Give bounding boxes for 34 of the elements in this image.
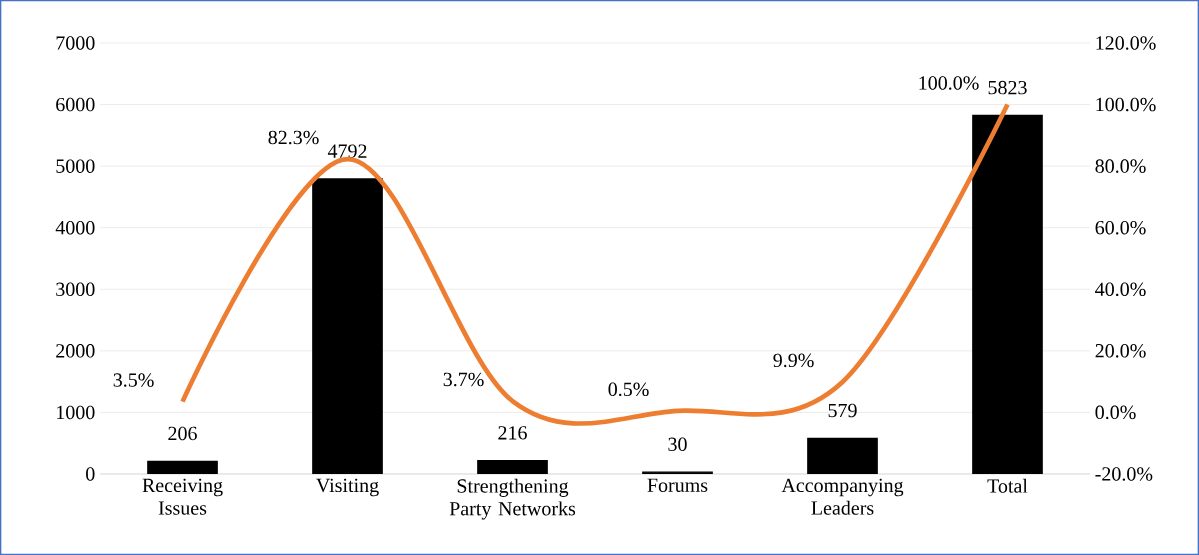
data-label: 5823: [988, 80, 1027, 95]
data-label: 9.9%: [773, 353, 814, 368]
data-label: 3.5%: [113, 373, 154, 387]
data-label: 30: [668, 437, 687, 452]
data-label: 4792: [327, 144, 367, 158]
data-label: 82.3%: [268, 130, 319, 145]
data-label: 216: [498, 426, 527, 440]
x-tick-label: Visiting: [316, 478, 379, 497]
x-tick-label: Receiving Issues: [142, 478, 223, 515]
y2-tick-label: 20.0%: [1095, 344, 1146, 358]
y2-tick-label: 60.0%: [1095, 220, 1146, 235]
y2-tick-label: -20.0%: [1095, 467, 1153, 481]
y2-tick-label: 100.0%: [1096, 97, 1156, 112]
x-tick-label: Forums: [647, 478, 708, 492]
x-tick-label: Accompanying Leaders: [781, 478, 904, 515]
data-label: 3.7%: [443, 372, 484, 387]
y2-tick-label: 40.0%: [1095, 282, 1146, 297]
y2-tick-label: 80.0%: [1095, 159, 1146, 173]
y2-tick-label: 120.0%: [1096, 36, 1156, 50]
x-tick-label: Strengthening Party Networks: [449, 478, 576, 520]
y-tick-label: 7000: [56, 36, 95, 50]
y2-tick-label: 0.0%: [1095, 405, 1136, 420]
y-tick-label: 5000: [56, 159, 95, 173]
y-tick-label: 1000: [57, 405, 95, 420]
y-tick-label: 2000: [56, 344, 95, 358]
y-tick-label: 3000: [56, 282, 95, 297]
data-label: 206: [168, 426, 197, 441]
data-label: 100.0%: [919, 76, 979, 90]
y-tick-label: 4000: [55, 220, 95, 235]
y-tick-label: 0: [86, 467, 95, 481]
data-label: 0.5%: [608, 382, 649, 397]
y-tick-label: 6000: [56, 97, 95, 112]
data-label: 579: [828, 403, 857, 418]
x-tick-label: Total: [987, 478, 1028, 493]
